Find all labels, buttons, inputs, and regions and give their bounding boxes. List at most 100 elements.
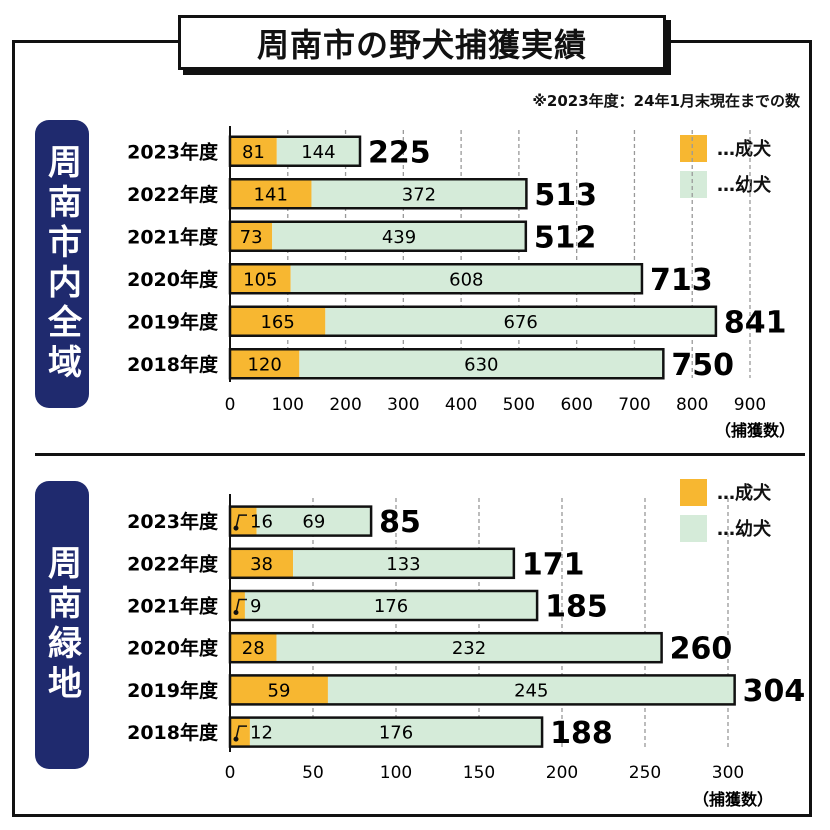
category-label: 2020年度 (127, 268, 219, 291)
bar-adult (230, 506, 257, 536)
bar-outline (228, 674, 736, 706)
leader-line (235, 598, 247, 613)
total-label: 188 (550, 716, 613, 751)
bar-puppy (256, 506, 372, 536)
total-label: 85 (379, 505, 421, 540)
bar-outline (228, 135, 362, 167)
bar-adult (230, 349, 300, 379)
bar-adult (230, 675, 328, 705)
legend-bottom: …成犬 …幼犬 (680, 474, 771, 546)
page-title: 周南市の野犬捕獲実績 (178, 15, 666, 70)
leader-line (235, 725, 247, 740)
data-label-adult: 28 (242, 638, 265, 659)
bar-adult (230, 136, 277, 166)
bar-adult (230, 548, 294, 578)
data-label-adult: 16 (250, 512, 273, 533)
bar-puppy (311, 179, 527, 209)
bar-outline (228, 348, 665, 380)
bar-puppy (276, 633, 662, 663)
x-tick-label: 50 (302, 763, 324, 783)
bar-outline (228, 589, 539, 622)
x-axis-unit: （捕獲数） (715, 421, 795, 440)
total-label: 185 (545, 590, 608, 625)
legend-label-puppy: …幼犬 (717, 519, 771, 540)
bar-outline (228, 505, 373, 537)
x-tick-label: 600 (560, 395, 592, 415)
total-label: 713 (650, 263, 713, 298)
bar-outline (228, 631, 663, 664)
total-label: 260 (670, 632, 733, 667)
legend-swatch-puppy (680, 514, 707, 542)
x-tick-label: 0 (225, 395, 236, 415)
bar-puppy (299, 349, 664, 379)
bar-adult (230, 221, 273, 251)
bar-puppy (325, 306, 716, 336)
bar-adult (230, 264, 291, 294)
legend-item-adult: …成犬 (680, 130, 771, 166)
x-tick-label: 900 (734, 395, 766, 415)
bar-adult (230, 179, 312, 209)
section-label-city: 周南市内全域 (35, 120, 89, 408)
x-tick-label: 150 (463, 763, 495, 783)
data-label-puppy: 232 (452, 638, 486, 659)
data-label-puppy: 176 (379, 723, 413, 744)
legend-label-adult: …成犬 (717, 139, 771, 160)
title-text: 周南市の野犬捕獲実績 (256, 25, 587, 64)
data-label-adult: 9 (250, 596, 261, 617)
data-label-adult: 81 (242, 142, 265, 163)
bar-outline (228, 305, 718, 337)
bar-adult (230, 306, 326, 336)
bar-puppy (290, 264, 642, 294)
data-label-puppy: 69 (302, 512, 325, 533)
category-label: 2023年度 (127, 140, 219, 163)
category-label: 2018年度 (127, 721, 219, 744)
total-label: 750 (671, 348, 734, 383)
x-tick-label: 100 (272, 395, 304, 415)
x-tick-label: 800 (676, 395, 708, 415)
legend-item-adult: …成犬 (680, 474, 771, 510)
total-label: 225 (368, 135, 431, 170)
bar-outline (228, 178, 528, 210)
legend-item-puppy: …幼犬 (680, 166, 771, 202)
bar-puppy (327, 675, 735, 705)
category-label: 2022年度 (127, 183, 219, 206)
bar-outline (228, 263, 644, 295)
data-label-puppy: 144 (301, 142, 335, 163)
category-label: 2021年度 (127, 225, 219, 248)
data-label-adult: 38 (250, 554, 273, 575)
total-label: 513 (534, 178, 597, 213)
data-label-adult: 141 (254, 184, 288, 205)
data-label-puppy: 608 (449, 269, 483, 290)
bar-outline (228, 220, 528, 252)
data-label-puppy: 372 (402, 184, 436, 205)
data-label-adult: 59 (268, 680, 291, 701)
x-tick-label: 400 (445, 395, 477, 415)
bar-puppy (272, 221, 526, 251)
total-label: 171 (522, 547, 585, 582)
data-label-adult: 105 (243, 269, 277, 290)
data-label-adult: 165 (260, 312, 294, 333)
legend-item-puppy: …幼犬 (680, 510, 771, 546)
x-tick-label: 300 (387, 395, 419, 415)
data-label-puppy: 133 (386, 554, 420, 575)
data-label-puppy: 439 (382, 227, 416, 248)
date-note: ※2023年度：24年1月末現在までの数 (532, 92, 800, 110)
data-label-puppy: 245 (514, 680, 548, 701)
category-label: 2019年度 (127, 310, 219, 333)
category-label: 2020年度 (127, 637, 219, 660)
category-label: 2018年度 (127, 353, 219, 376)
bar-adult (230, 717, 250, 747)
legend-top: …成犬 …幼犬 (680, 130, 771, 202)
leader-line (235, 514, 247, 529)
category-label: 2022年度 (127, 552, 219, 575)
x-tick-label: 200 (546, 763, 578, 783)
legend-swatch-puppy (680, 170, 707, 198)
bar-puppy (293, 548, 514, 578)
x-tick-label: 700 (618, 395, 650, 415)
section-divider (35, 453, 805, 456)
category-label: 2023年度 (127, 510, 219, 533)
legend-label-adult: …成犬 (717, 483, 771, 504)
legend-swatch-adult (680, 134, 707, 162)
data-label-adult: 73 (240, 227, 263, 248)
bar-puppy (244, 591, 538, 620)
